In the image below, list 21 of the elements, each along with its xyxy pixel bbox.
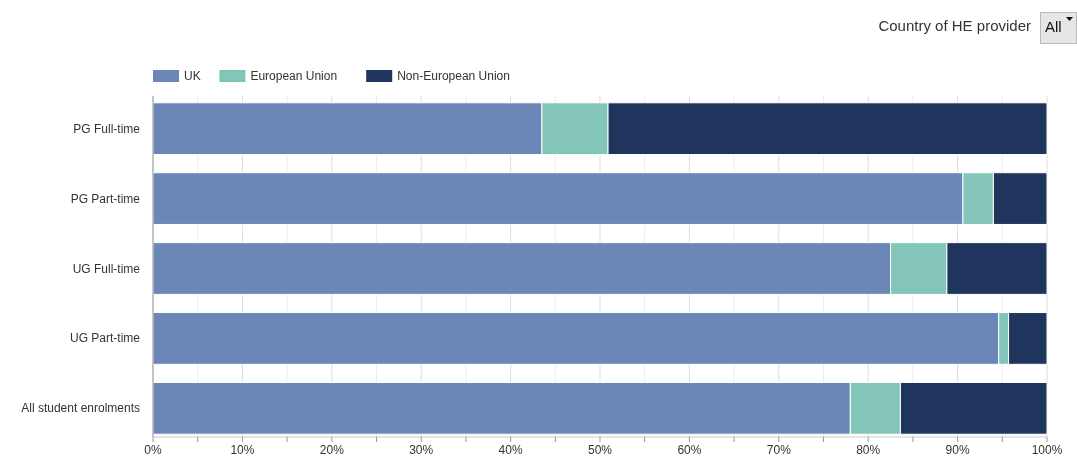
series-label: UK xyxy=(184,69,201,83)
text: All xyxy=(1045,18,1062,35)
y-tick-label: PG Full-time xyxy=(73,121,141,136)
y-tick-label: PG Part-time xyxy=(70,191,141,206)
y-tick-label: All student enrolments xyxy=(21,401,140,416)
x-tick-label: 10% xyxy=(230,443,255,457)
x-tick-label: 60% xyxy=(677,443,702,457)
legend-label: European Union xyxy=(250,69,338,83)
x-tick-label: 50% xyxy=(587,443,613,457)
x-tick-label: 20% xyxy=(319,443,345,457)
x-tick-label: 70% xyxy=(766,443,792,457)
x-tick-label: 90% xyxy=(945,443,970,457)
y-tick-label: UG Part-time xyxy=(69,331,141,346)
x-tick-label: 0% xyxy=(144,443,162,457)
legend-label: Non-European Union xyxy=(397,69,510,83)
x-tick-label: 30% xyxy=(409,443,434,457)
text: Country of HE provider xyxy=(878,17,1031,34)
x-tick-label: 80% xyxy=(856,443,881,457)
x-tick-label: 40% xyxy=(498,443,523,457)
y-tick-label: UG Full-time xyxy=(72,261,141,276)
x-tick-label: 100% xyxy=(1031,443,1063,457)
